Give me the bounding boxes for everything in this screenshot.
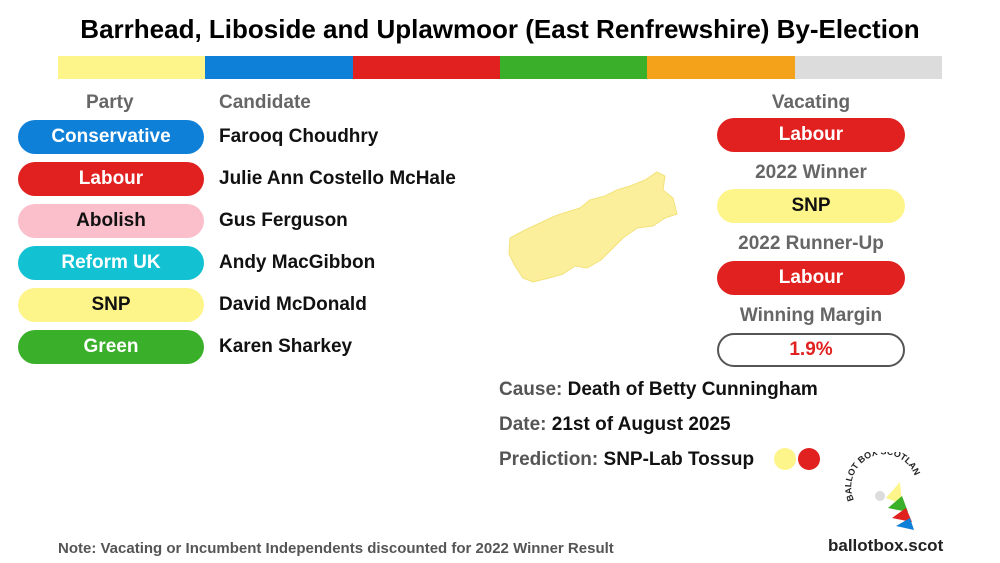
party-pill-labour: Labour bbox=[18, 162, 204, 196]
candidate-name: Andy MacGibbon bbox=[219, 252, 376, 273]
snp-dot bbox=[774, 448, 796, 470]
cause-key: Cause: bbox=[499, 379, 563, 400]
page-title: Barrhead, Liboside and Uplawmoor (East R… bbox=[80, 14, 920, 44]
party-pill-conservative: Conservative bbox=[18, 120, 204, 154]
color-segment bbox=[647, 56, 795, 79]
footnote: Note: Vacating or Incumbent Independents… bbox=[58, 540, 614, 557]
prediction-line: Prediction: SNP-Lab Tossup bbox=[499, 449, 754, 471]
party-pill-abolish: Abolish bbox=[18, 204, 204, 238]
labour-dot bbox=[798, 448, 820, 470]
margin-pill: 1.9% bbox=[717, 333, 905, 367]
prediction-value: SNP-Lab Tossup bbox=[603, 449, 755, 470]
vacating-label: Vacating bbox=[771, 92, 851, 113]
cause-value: Death of Betty Cunningham bbox=[567, 379, 818, 400]
candidate-name: Julie Ann Costello McHale bbox=[219, 168, 456, 189]
ballot-box-logo: BALLOT BOX SCOTLAND bbox=[842, 452, 922, 530]
runnerup-label: 2022 Runner-Up bbox=[738, 233, 884, 254]
candidate-name: Farooq Choudhry bbox=[219, 126, 379, 147]
party-pill-green: Green bbox=[18, 330, 204, 364]
party-header: Party bbox=[86, 92, 134, 113]
candidate-name: Karen Sharkey bbox=[219, 336, 353, 357]
candidate-name: David McDonald bbox=[219, 294, 367, 315]
runnerup-pill: Labour bbox=[717, 261, 905, 295]
party-pill-snp: SNP bbox=[18, 288, 204, 322]
margin-label: Winning Margin bbox=[739, 305, 883, 326]
prediction-key: Prediction: bbox=[499, 449, 599, 470]
winner-label: 2022 Winner bbox=[755, 162, 867, 183]
date-value: 21st of August 2025 bbox=[551, 414, 731, 435]
color-segment bbox=[499, 56, 648, 79]
date-line: Date: 21st of August 2025 bbox=[499, 414, 731, 436]
winner-pill: SNP bbox=[717, 189, 905, 223]
color-segment bbox=[205, 56, 353, 79]
candidate-header: Candidate bbox=[219, 92, 311, 113]
cause-line: Cause: Death of Betty Cunningham bbox=[499, 379, 818, 401]
ward-map-shape bbox=[508, 171, 678, 283]
date-key: Date: bbox=[499, 414, 547, 435]
color-segment bbox=[352, 56, 500, 79]
color-segment bbox=[58, 56, 206, 79]
site-url: ballotbox.scot bbox=[828, 536, 944, 555]
party-color-bar bbox=[58, 56, 942, 79]
color-segment bbox=[794, 56, 942, 79]
vacating-pill: Labour bbox=[717, 118, 905, 152]
candidate-name: Gus Ferguson bbox=[219, 210, 348, 231]
party-pill-reform-uk: Reform UK bbox=[18, 246, 204, 280]
